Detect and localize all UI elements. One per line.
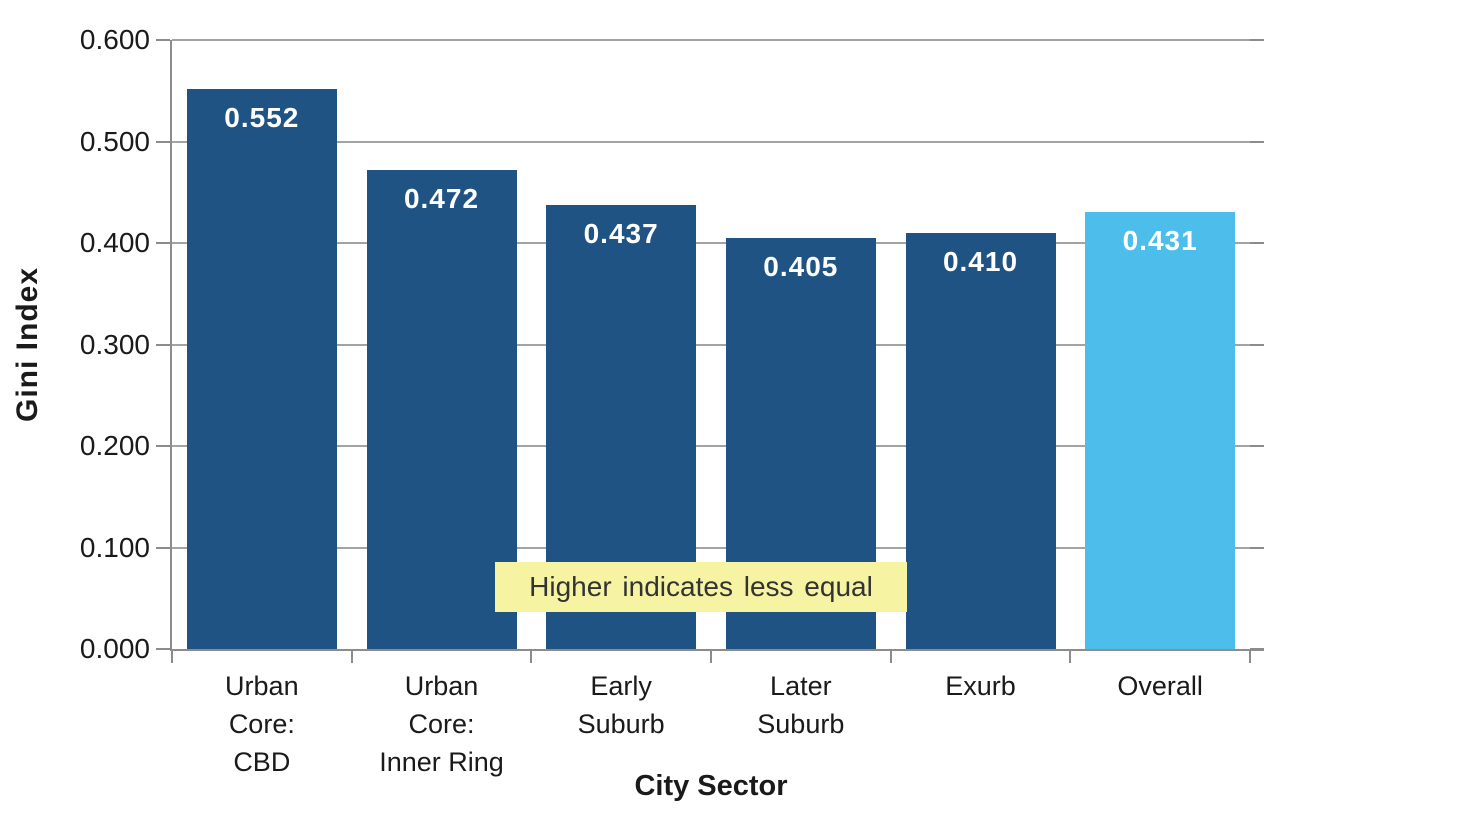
- gridline: [172, 546, 1250, 549]
- x-axis-tick: [710, 649, 712, 663]
- y-axis-tick-left: [156, 39, 170, 41]
- bar-urban-core-inner-ring: 0.472: [366, 169, 517, 649]
- bar-value-label: 0.431: [1122, 224, 1198, 256]
- bar-exurb: 0.410: [905, 232, 1056, 649]
- bar-overall: 0.431: [1085, 211, 1236, 649]
- y-axis-tick-right: [1250, 343, 1264, 346]
- gridline: [172, 445, 1250, 447]
- y-axis-tick-left: [156, 343, 170, 346]
- annotation-box: Higher indicates less equal: [495, 562, 907, 612]
- y-axis-tick-right: [1250, 445, 1264, 447]
- y-tick-label: 0.000: [79, 633, 150, 664]
- y-axis-tick-left: [156, 546, 170, 549]
- x-axis-tick: [530, 649, 533, 663]
- y-tick-label: 0.600: [79, 24, 150, 55]
- plot-area: 0.552 0.472 0.437 0.405 0.410 0.431: [156, 39, 1264, 663]
- annotation-text: Higher indicates less equal: [529, 571, 873, 602]
- x-category-label: Exurb: [945, 671, 1016, 701]
- y-axis-tick-left: [156, 140, 170, 143]
- x-axis-tick: [171, 649, 173, 663]
- y-axis-tick-left: [156, 648, 170, 650]
- x-axis-tick: [889, 649, 892, 663]
- x-axis-line: [170, 649, 1264, 651]
- x-category-label: Early Suburb: [577, 671, 665, 739]
- y-axis-tick-right: [1250, 242, 1264, 244]
- x-category-label: Urban Core: Inner Ring: [379, 671, 504, 777]
- x-axis-tick: [1249, 649, 1251, 663]
- y-axis-tick-left: [156, 445, 170, 447]
- x-axis-tick: [1069, 649, 1072, 663]
- y-tick-label: 0.400: [79, 227, 150, 258]
- gridline: [172, 140, 1250, 143]
- bar-value-label: 0.472: [403, 182, 480, 214]
- y-tick-label: 0.200: [79, 430, 150, 461]
- y-tick-label: 0.500: [79, 125, 150, 157]
- x-axis-tick: [350, 649, 353, 663]
- y-axis-tick-right: [1250, 140, 1264, 143]
- y-axis-tick-right: [1250, 39, 1264, 41]
- gridline: [172, 343, 1250, 346]
- x-axis-title: City Sector: [634, 770, 788, 802]
- gridline: [172, 39, 1250, 41]
- bar-value-label: 0.410: [942, 245, 1019, 277]
- bar-urban-core-cbd: 0.552: [186, 88, 337, 649]
- y-axis-tick-right: [1250, 648, 1264, 650]
- y-tick-label: 0.300: [79, 328, 150, 360]
- x-category-label: Overall: [1117, 671, 1203, 701]
- y-axis-tick-left: [156, 242, 170, 244]
- y-axis-tick-right: [1250, 546, 1264, 549]
- x-category-label: Later Suburb: [757, 671, 845, 739]
- bar-value-label: 0.405: [763, 250, 839, 282]
- y-axis-line: [170, 40, 172, 651]
- bar-value-label: 0.437: [583, 218, 659, 250]
- x-category-label: Urban Core: CBD: [225, 671, 299, 777]
- bar-value-label: 0.552: [224, 101, 300, 133]
- y-tick-label: 0.100: [79, 531, 150, 563]
- gridline: [172, 242, 1250, 244]
